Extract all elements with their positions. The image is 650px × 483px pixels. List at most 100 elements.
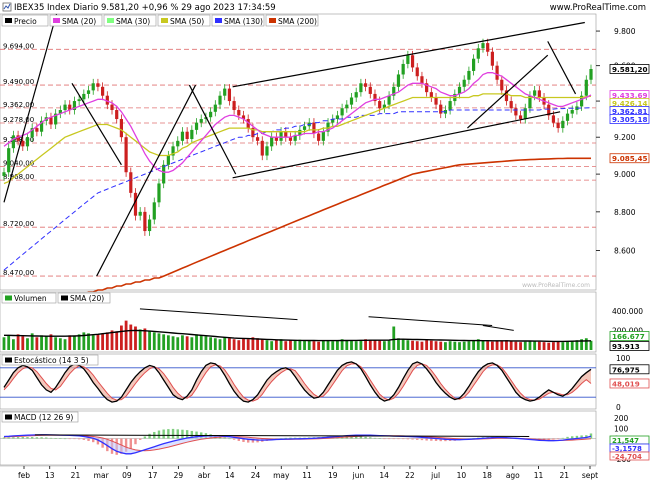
macd-histogram-bar <box>397 438 400 440</box>
stochastic-tag-box <box>609 378 650 389</box>
price-panel[interactable]: 9.694,009.490,009.362,009.278,009.168,00… <box>0 13 597 311</box>
price-level-label: 9.278,00 <box>3 116 34 124</box>
price-candle <box>504 90 509 102</box>
price-candle <box>260 140 264 156</box>
price-candle <box>335 115 340 120</box>
macd-histogram-bar <box>143 436 147 439</box>
volume-bar <box>91 335 95 350</box>
macd-histogram-bar <box>232 438 236 440</box>
price-candle <box>406 55 410 64</box>
legend-swatch <box>161 18 168 23</box>
x-tick-label: 11 <box>534 471 544 480</box>
stochastic-tag: 48,019 <box>612 379 640 388</box>
volume-bar <box>420 341 424 350</box>
price-tag-box <box>609 153 650 164</box>
price-candle <box>387 95 391 105</box>
header-icon[interactable] <box>2 2 12 12</box>
volume-bar <box>429 340 433 350</box>
volume-bar <box>87 333 90 350</box>
volume-bar <box>406 340 410 350</box>
price-tag: 9.305,18 <box>612 115 647 124</box>
volume-bar <box>321 340 325 350</box>
legend-label: MACD (12 26 9) <box>14 413 73 422</box>
price-candle <box>194 122 199 130</box>
volume-bar <box>547 342 551 350</box>
macd-histogram-bar <box>284 437 287 439</box>
volume-bar <box>199 335 203 350</box>
volume-tag: 93.913 <box>612 342 640 351</box>
macd-histogram-bar <box>82 438 86 440</box>
volume-bar <box>448 341 452 350</box>
macd-histogram-bar <box>21 437 24 439</box>
macd-histogram-bar <box>16 437 20 439</box>
volume-bar <box>542 342 546 350</box>
volume-bar <box>35 337 39 350</box>
stochastic-panel[interactable]: Estocástico (14 3 5) <box>0 353 597 410</box>
price-candle <box>509 101 513 109</box>
volume-bar <box>293 340 297 350</box>
legend-swatch <box>5 357 12 363</box>
volume-bar <box>415 341 419 350</box>
legend-label: Volumen <box>14 294 47 303</box>
price-candle <box>209 111 213 118</box>
price-candle <box>246 119 250 129</box>
price-candle <box>63 104 67 111</box>
volume-tag-box <box>609 341 650 351</box>
macd-histogram-bar <box>157 430 161 439</box>
volume-bar <box>195 334 198 350</box>
legend-swatch <box>215 18 222 23</box>
macd-histogram-bar <box>411 438 414 440</box>
price-candle <box>86 90 91 94</box>
macd-histogram-bar <box>425 438 428 441</box>
x-tick-label: 13 <box>45 471 55 480</box>
macd-histogram-bar <box>575 435 579 439</box>
x-tick-label: 09 <box>122 471 132 480</box>
volume-bar <box>265 340 269 350</box>
volume-bar <box>138 329 142 350</box>
volume-bar <box>11 339 15 350</box>
legend-label: SMA (30) <box>116 17 150 26</box>
macd-histogram-bar <box>364 436 367 439</box>
price-candle <box>251 128 255 138</box>
volume-bar <box>495 341 499 350</box>
volume-bar <box>589 340 593 350</box>
macd-histogram-bar <box>298 437 302 439</box>
macd-histogram-bar <box>59 438 62 439</box>
macd-histogram-bar <box>223 437 226 439</box>
price-candle <box>35 128 39 132</box>
volume-bar <box>472 340 475 350</box>
price-trendline <box>188 84 237 175</box>
price-candle <box>378 101 382 109</box>
price-candle <box>528 95 532 109</box>
volume-trendline <box>368 316 493 327</box>
volume-bar <box>152 332 156 350</box>
price-candle <box>105 95 109 105</box>
legend-item <box>265 14 319 27</box>
volume-panel[interactable]: Volumen SMA (20) <box>0 291 597 353</box>
volume-bar <box>556 341 560 350</box>
price-candle <box>77 99 81 102</box>
price-candle <box>68 104 72 111</box>
price-level-label: 9.490,00 <box>3 78 34 86</box>
volume-bar <box>523 341 527 350</box>
price-candle <box>96 83 100 87</box>
macd-histogram-bar <box>355 436 358 439</box>
volume-bar <box>223 337 227 350</box>
volume-bar <box>566 341 569 350</box>
volume-bar <box>218 339 222 350</box>
price-candle <box>237 110 241 116</box>
volume-bar <box>505 340 508 350</box>
macd-histogram-bar <box>148 433 151 439</box>
macd-tag: -3,1578 <box>612 445 642 453</box>
price-candle <box>21 140 25 147</box>
legend-item <box>1 354 99 366</box>
macd-tag: 21,547 <box>612 437 639 445</box>
volume-bar <box>350 340 353 350</box>
price-candle <box>82 93 86 100</box>
volume-bar <box>387 340 391 350</box>
volume-bar <box>298 339 302 350</box>
macd-panel[interactable]: MACD (12 26 9) <box>0 410 597 466</box>
legend-item <box>157 14 211 27</box>
macd-histogram-bar <box>383 438 386 440</box>
